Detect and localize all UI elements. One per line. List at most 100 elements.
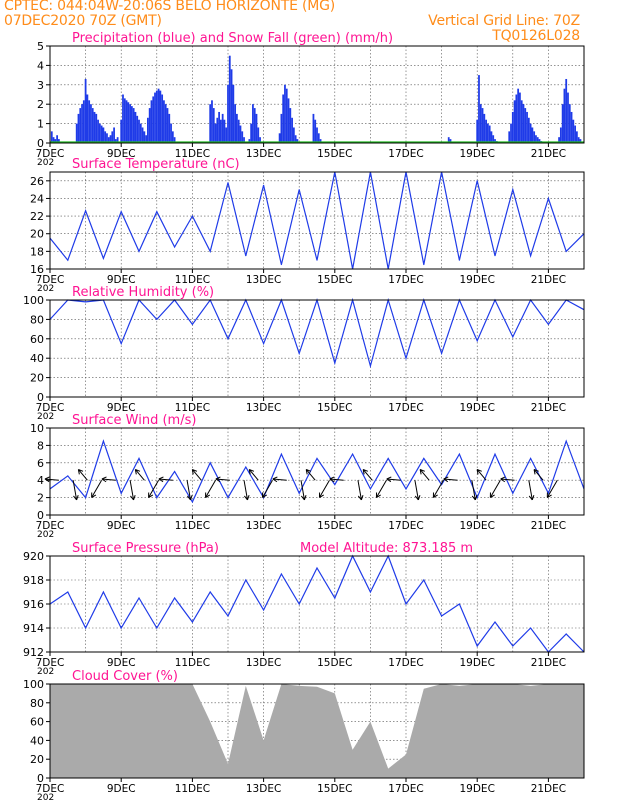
wind-arrow <box>329 478 344 481</box>
y-tick-label: 100 <box>23 294 44 307</box>
wind-arrow <box>443 478 458 481</box>
rh-point <box>156 318 158 320</box>
y-tick-label: 26 <box>30 175 44 188</box>
y-tick-label: 0 <box>37 137 44 150</box>
precip-bar <box>572 119 575 143</box>
precip-bar <box>234 104 237 143</box>
wind-arrowhead <box>130 494 136 501</box>
x-tick-label: 21DEC <box>531 520 566 532</box>
x-tick-label: 11DEC <box>175 274 210 286</box>
y-tick-label: 6 <box>37 457 44 470</box>
wind-point <box>476 497 478 499</box>
x-tick-label: 7DEC <box>36 520 65 532</box>
precip-bar <box>314 119 317 143</box>
wind-arrow <box>134 469 145 481</box>
x-tick-label: 17DEC <box>388 657 423 669</box>
precip-bar <box>232 84 235 143</box>
wind-arrow <box>419 469 430 481</box>
wind-arrow <box>533 469 544 481</box>
precip-bar <box>526 111 528 143</box>
panel-frame <box>49 427 585 516</box>
temp-point <box>298 189 300 191</box>
precip-bar <box>317 133 320 143</box>
rh-point <box>334 362 336 364</box>
precip-bar <box>82 100 85 143</box>
x-tick-label: 19DEC <box>459 520 494 532</box>
precip-bar <box>173 137 176 143</box>
x-tick-label: 15DEC <box>317 657 352 669</box>
wind-arrow <box>215 478 230 481</box>
wind-point <box>405 488 407 490</box>
x-tick-label: 9DEC <box>107 402 136 414</box>
y-tick-label: 3 <box>37 79 44 92</box>
temp-point <box>245 255 247 257</box>
x-tick-label: 7DEC <box>36 402 65 414</box>
wind-arrow <box>489 479 501 498</box>
x-year-label: 202 <box>37 158 54 168</box>
x-tick-label: 15DEC <box>317 783 352 795</box>
temp-point <box>138 250 140 252</box>
rh-point <box>547 323 549 325</box>
wind-arrowhead <box>248 469 255 475</box>
precip-bar <box>125 100 128 143</box>
precip-bar <box>56 135 59 143</box>
x-tick-label: 11DEC <box>175 402 210 414</box>
precip-bar <box>579 139 582 143</box>
precip-bar <box>259 137 261 143</box>
precip-bar <box>478 75 480 143</box>
x-tick-label: 21DEC <box>531 274 566 286</box>
wind-arrowhead <box>300 494 307 501</box>
y-tick-label: 20 <box>30 228 44 241</box>
precip-bar <box>136 115 139 143</box>
rh-point <box>191 323 193 325</box>
precip-bar <box>225 127 228 143</box>
wind-point <box>334 484 336 486</box>
pressure-point <box>512 645 514 647</box>
wind-arrowhead <box>533 469 539 475</box>
x-tick-label: 9DEC <box>107 657 136 669</box>
wind-arrowhead <box>191 469 198 475</box>
wind-arrow <box>262 479 273 498</box>
precip-bar <box>79 108 82 143</box>
wind-arrow <box>432 479 444 498</box>
x-year-label: 202 <box>37 284 54 294</box>
precip-bar <box>476 119 479 143</box>
precip-bar <box>170 123 172 143</box>
precip-bar <box>285 88 288 143</box>
precip-bar <box>116 137 119 143</box>
precip-bar <box>565 78 568 143</box>
precip-bar <box>531 127 534 143</box>
temp-point <box>102 257 104 259</box>
temp-point <box>263 184 265 186</box>
y-tick-label: 18 <box>30 245 44 258</box>
wind-arrowhead <box>101 476 107 483</box>
wind-point <box>191 501 193 503</box>
wind-point <box>369 488 371 490</box>
precip-bar <box>519 92 521 143</box>
y-tick-label: 20 <box>30 753 44 766</box>
precip-bar <box>98 123 101 143</box>
y-tick-label: 0 <box>37 391 44 404</box>
wind-arrowhead <box>205 492 211 498</box>
precip-bar <box>524 108 527 143</box>
x-tick-label: 19DEC <box>459 148 494 160</box>
wind-point <box>387 457 389 459</box>
x-year-label: 202 <box>37 667 54 677</box>
x-tick-label: 15DEC <box>317 274 352 286</box>
precip-bar <box>577 137 580 143</box>
temp-series-line <box>49 171 585 270</box>
pressure-point <box>565 633 567 635</box>
temp-point <box>316 259 318 261</box>
wind-arrowhead <box>305 469 312 475</box>
panel-title: Relative Humidity (%) <box>72 285 214 300</box>
wind-arrowhead <box>77 469 84 475</box>
precip-bar <box>228 55 231 144</box>
y-tick-label: 1 <box>37 118 44 131</box>
precip-bar <box>511 111 514 143</box>
y-tick-label: 2 <box>37 98 44 111</box>
x-tick-label: 21DEC <box>531 657 566 669</box>
precip-bar <box>157 88 160 143</box>
precip-bar <box>510 123 512 143</box>
wind-arrow <box>471 480 476 500</box>
